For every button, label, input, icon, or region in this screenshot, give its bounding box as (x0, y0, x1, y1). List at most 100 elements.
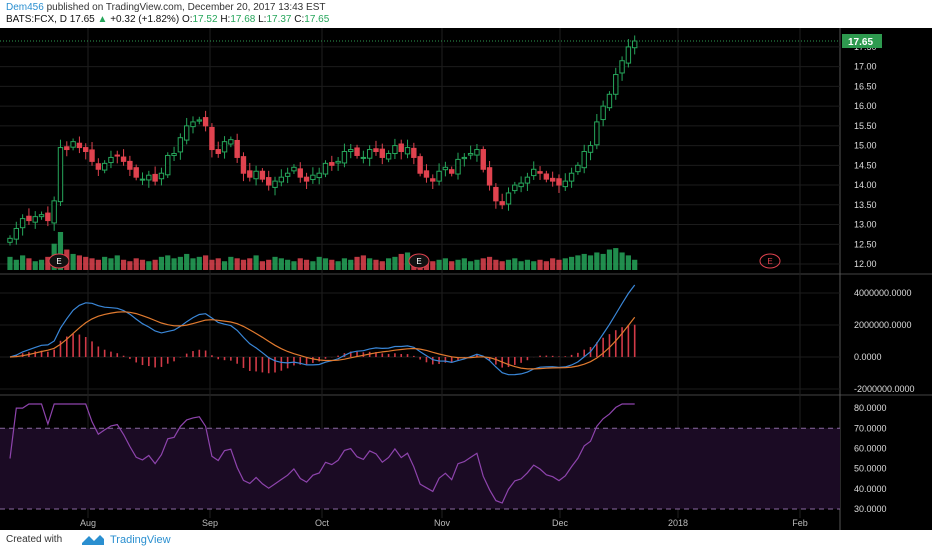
volume-bar (146, 261, 152, 270)
candle-body (392, 145, 398, 154)
candle-body (341, 151, 348, 164)
symbol-label[interactable]: BATS:FCX, D (6, 14, 67, 25)
volume-bar (341, 258, 348, 270)
volume-bar (70, 253, 76, 270)
candle-body (366, 149, 373, 159)
published-text: published on TradingView.com, December 2… (43, 2, 326, 13)
macd-tick-label: -2000000.0000 (854, 384, 915, 394)
candle-body (480, 149, 486, 170)
candle-body (202, 117, 209, 127)
volume-bar (316, 256, 322, 270)
price-tick-label: 13.00 (854, 220, 877, 230)
volume-bar (285, 259, 291, 270)
candle-body (19, 218, 26, 229)
candle-body (89, 149, 95, 162)
ohlc-legend: BATS:FCX, D 17.65 ▲ +0.32 (+1.82%) O:17.… (6, 14, 329, 25)
candle-body (594, 121, 600, 146)
price-tick-label: 15.50 (854, 121, 877, 131)
tradingview-link[interactable]: TradingView (110, 534, 171, 546)
candle-body (404, 147, 411, 155)
volume-bar (499, 261, 505, 270)
rsi-tick-label: 40.0000 (854, 484, 887, 494)
author-link[interactable]: Dem456 (6, 2, 44, 13)
candle-body (57, 147, 64, 203)
candle-body (562, 180, 568, 188)
volume-bar (600, 253, 606, 270)
volume-bar (550, 258, 556, 270)
candle-body (228, 139, 234, 145)
candle-body (423, 170, 430, 178)
chart-canvas[interactable]: EEE AugSepOctNovDec2018Feb17.5017.0016.5… (0, 28, 932, 530)
low-value: 17.37 (266, 14, 292, 25)
candle-body (171, 152, 177, 156)
earnings-marker (48, 253, 70, 269)
volume-bar (133, 258, 139, 270)
candle-body (45, 212, 51, 222)
volume-bar (606, 249, 613, 270)
price-tick-label: 13.50 (854, 200, 877, 210)
candle-body (284, 172, 291, 177)
volume-bar (26, 258, 32, 270)
price-tick-label: 16.50 (854, 81, 877, 91)
candle-body (26, 215, 32, 222)
macd-panel (9, 284, 636, 376)
candle-body (120, 156, 127, 162)
close-value: 17.65 (304, 14, 330, 25)
candle-body (158, 172, 165, 180)
open-value: 17.52 (192, 14, 218, 25)
volume-bar (234, 258, 240, 270)
volume-bar (442, 258, 448, 270)
volume-bar (45, 256, 51, 270)
candle-body (247, 170, 253, 178)
volume-bar (581, 253, 587, 270)
earnings-marker-label: E (56, 257, 61, 266)
volume-bar (297, 258, 303, 270)
candle-body (505, 192, 512, 205)
candle-body (272, 180, 278, 188)
volume-bar (379, 261, 385, 270)
candle-body (259, 170, 266, 180)
candle-body (335, 160, 341, 164)
candle-body (221, 141, 228, 153)
candle-body (303, 176, 310, 182)
volume-bar (594, 252, 600, 270)
low-label: L: (258, 14, 267, 25)
volume-bar (209, 259, 215, 270)
candle-body (512, 184, 518, 192)
volume-bar (291, 261, 297, 270)
volume-bar (221, 261, 228, 270)
volume-bar (203, 255, 209, 270)
x-tick-label: Aug (80, 518, 96, 528)
volume-bar (190, 258, 196, 270)
volume-bar (625, 255, 631, 270)
candle-body (531, 168, 537, 177)
volume-bar (272, 256, 278, 270)
candle-body (95, 163, 102, 170)
candle-body (322, 162, 329, 175)
candle-body (524, 176, 531, 184)
candle-body (64, 146, 70, 151)
volume-bar (613, 248, 619, 270)
volume-bar (83, 256, 89, 270)
candle-body (556, 178, 562, 186)
candle-body (486, 167, 493, 186)
candle-body (108, 156, 114, 164)
price-tick-label: 12.00 (854, 259, 877, 269)
candle-body (354, 147, 360, 156)
candle-body (114, 154, 120, 157)
rsi-tick-label: 70.0000 (854, 423, 887, 433)
volume-bar (247, 258, 253, 270)
volume-bar (165, 255, 171, 270)
volume-bar (120, 259, 127, 270)
volume-bar (171, 258, 177, 270)
candle-body (348, 149, 354, 153)
candle-body (70, 141, 76, 148)
candle-body (165, 154, 171, 176)
volume-bar (20, 255, 26, 270)
candle-body (568, 172, 575, 182)
candle-body (240, 156, 247, 174)
candle-body (215, 149, 221, 154)
volume-bar (184, 253, 190, 270)
candle-body (183, 125, 190, 141)
chart-header: Dem456 published on TradingView.com, Dec… (0, 0, 932, 28)
